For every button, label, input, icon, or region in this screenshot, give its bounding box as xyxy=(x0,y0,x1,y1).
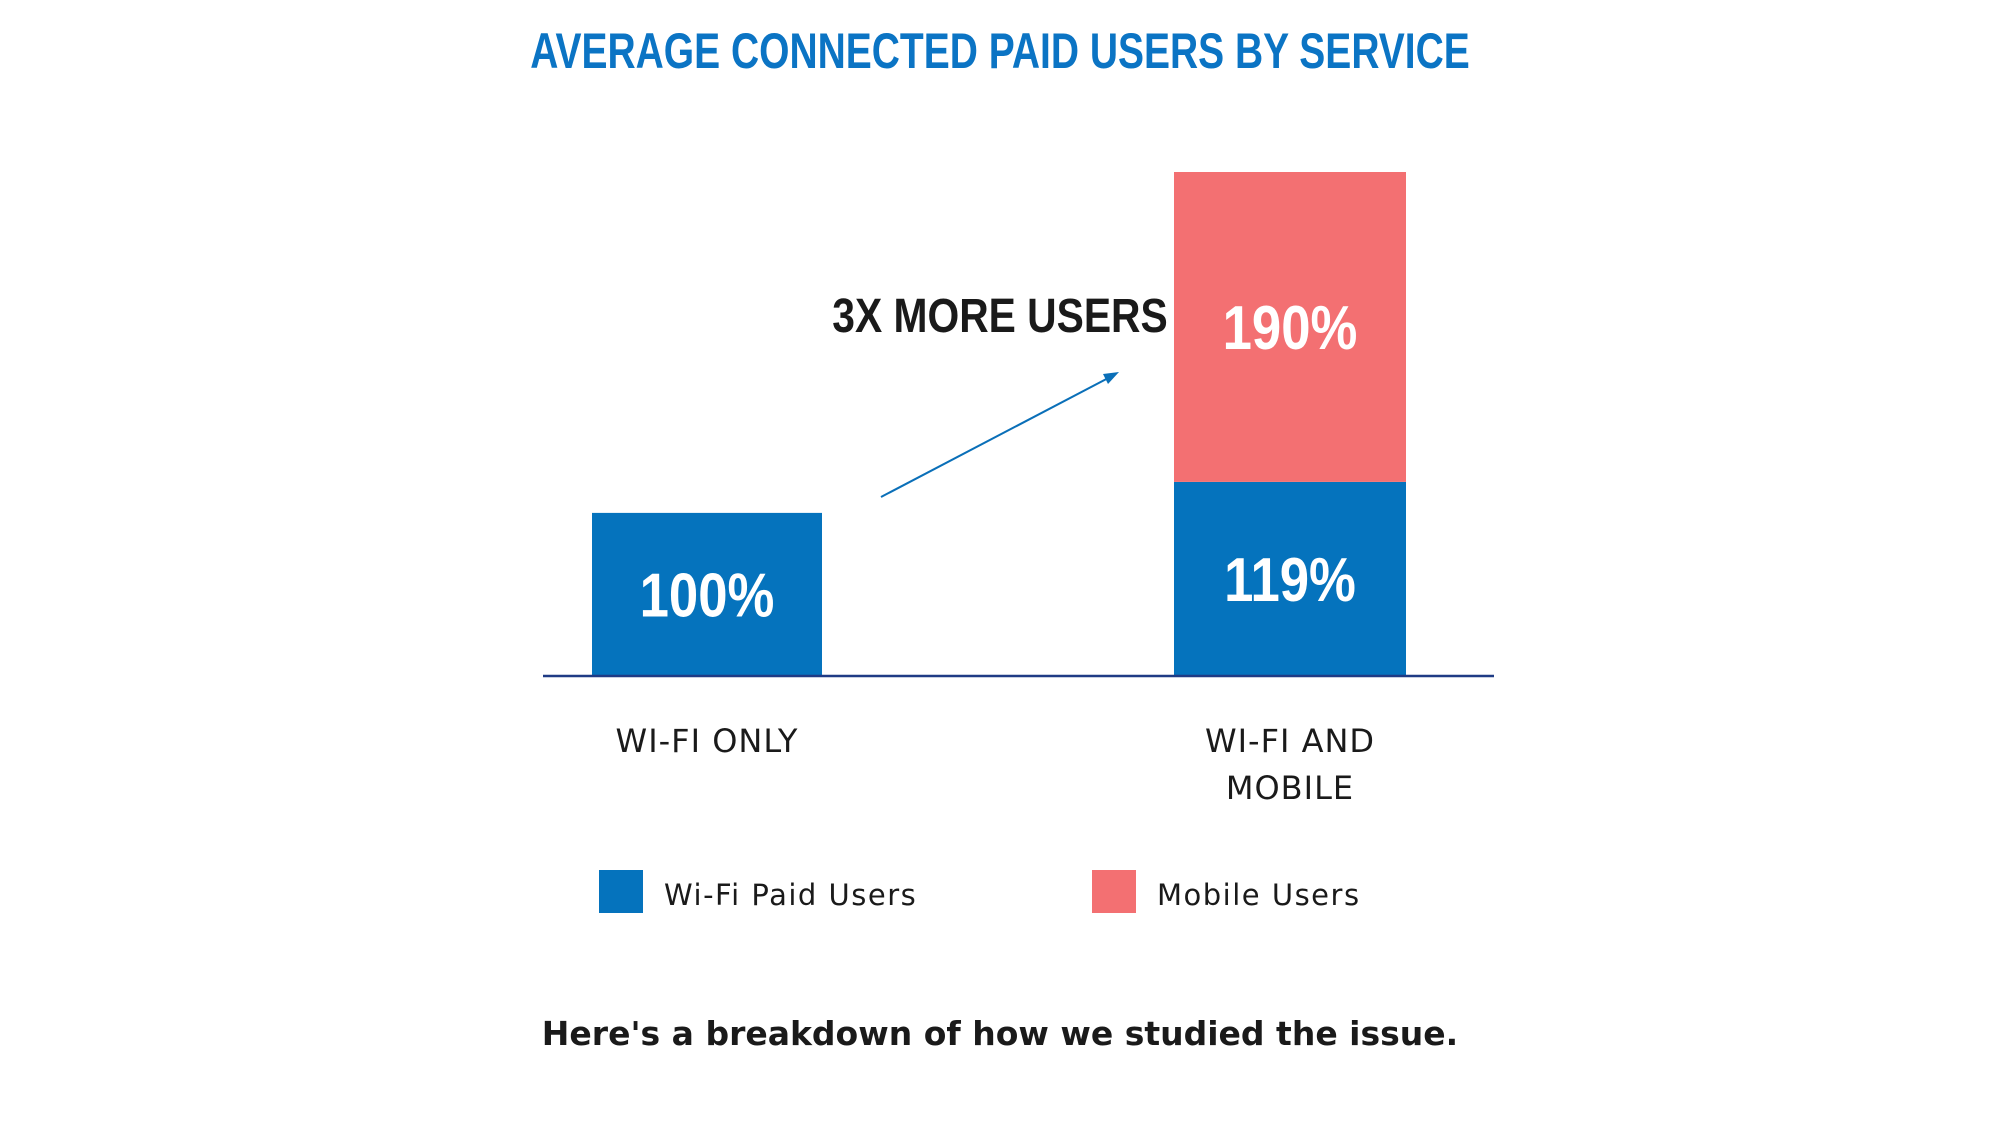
footer-text: Here's a breakdown of how we studied the… xyxy=(542,1014,1458,1053)
chart-title: AVERAGE CONNECTED PAID USERS BY SERVICE xyxy=(530,22,1470,79)
category-label-wi-fi-and-mobile-line-2: MOBILE xyxy=(1226,769,1354,807)
data-label-wi-fi-and-mobile-mobile-users: 190% xyxy=(1223,294,1358,363)
bar-wi-fi-and-mobile-wi-fi-paid-users xyxy=(1174,481,1406,676)
legend-swatch-mobile-users xyxy=(1092,870,1136,913)
annotation-3x-more-users: 3X MORE USERS xyxy=(832,290,1167,343)
category-label-wi-fi-only: WI-FI ONLY xyxy=(616,722,799,760)
growth-arrow-head xyxy=(1103,372,1119,384)
category-label-wi-fi-and-mobile-line-1: WI-FI AND xyxy=(1205,722,1375,760)
legend: Wi-Fi Paid Users Mobile Users xyxy=(599,870,1361,913)
data-label-wi-fi-and-mobile-wi-fi-paid-users: 119% xyxy=(1224,546,1356,615)
data-label-wi-fi-only-wi-fi-paid-users: 100% xyxy=(640,561,775,630)
legend-swatch-wi-fi-paid-users xyxy=(599,870,643,913)
bar-wi-fi-only-wi-fi-paid-users xyxy=(592,512,822,676)
legend-label-mobile-users: Mobile Users xyxy=(1157,878,1361,912)
legend-label-wi-fi-paid-users: Wi-Fi Paid Users xyxy=(664,878,917,912)
growth-arrow xyxy=(880,374,1115,498)
bar-wi-fi-and-mobile-mobile-users xyxy=(1174,172,1406,482)
bars: 100% 119% 190% xyxy=(592,172,1406,676)
category-labels: WI-FI ONLY WI-FI AND MOBILE xyxy=(616,722,1375,807)
